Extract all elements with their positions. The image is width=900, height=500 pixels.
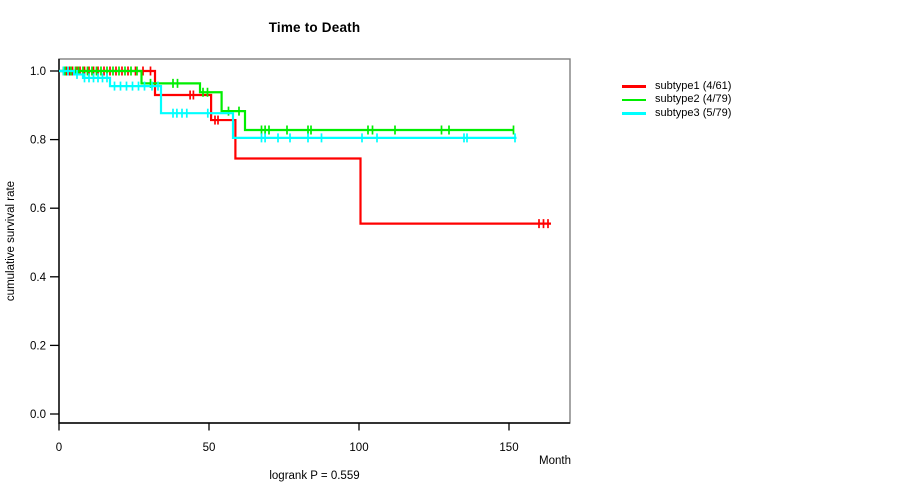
- y-tick-label: 0.4: [30, 272, 47, 284]
- km-curve-subtype1: [59, 69, 551, 225]
- y-tick-label: 0.2: [30, 340, 46, 352]
- legend-line-swatch-subtype1: [622, 85, 646, 88]
- chart-title: Time to Death: [268, 20, 361, 35]
- km-curve-subtype2: [59, 69, 514, 132]
- legend-label-subtype3: subtype3 (5/79): [655, 106, 732, 119]
- x-tick-label: 50: [203, 442, 216, 454]
- legend-row-subtype2: subtype2 (4/79): [622, 94, 731, 105]
- x-tick-label: 100: [349, 442, 368, 454]
- legend-row-subtype3: subtype3 (5/79): [622, 106, 732, 119]
- legend-label-subtype2: subtype2 (4/79): [655, 93, 732, 106]
- x-tick-label: 0: [56, 442, 62, 454]
- y-axis-label: cumulative survival rate: [5, 180, 17, 302]
- y-tick-label: 0.0: [30, 409, 46, 421]
- axis-lines: [58, 59, 570, 424]
- legend: subtype1 (4/61) subtype2 (4/79) subtype3…: [622, 81, 731, 119]
- y-tick-label: 1.0: [30, 66, 46, 78]
- legend-line-swatch-subtype3: [622, 111, 646, 115]
- km-curve-subtype3: [59, 69, 517, 139]
- legend-line-swatch-subtype2: [622, 98, 646, 102]
- y-tick-label: 0.6: [30, 203, 46, 215]
- x-axis-label: Month: [539, 455, 571, 467]
- plot-frame: [58, 58, 571, 424]
- logrank-pvalue-note: logrank P = 0.559: [269, 470, 360, 482]
- y-tick-label: 0.8: [30, 135, 46, 147]
- legend-row-subtype1: subtype1 (4/61): [622, 81, 731, 92]
- x-tick-label: 150: [499, 442, 518, 454]
- legend-label-subtype1: subtype1 (4/61): [655, 80, 732, 92]
